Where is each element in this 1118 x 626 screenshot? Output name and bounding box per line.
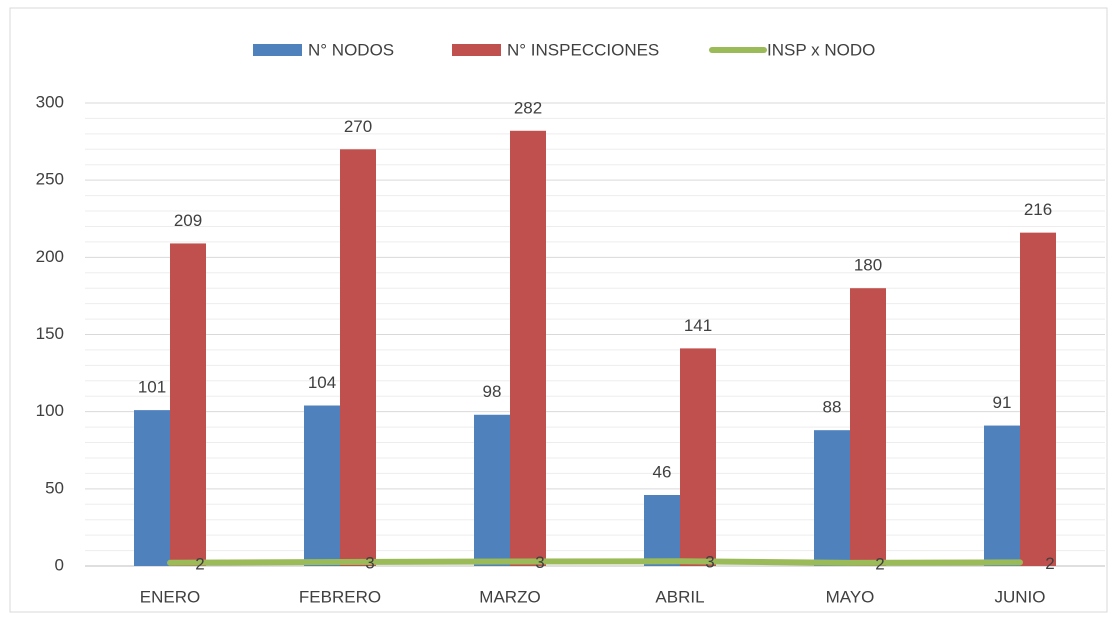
bar <box>134 410 170 566</box>
legend-label: N° INSPECCIONES <box>507 40 659 59</box>
data-label: 180 <box>854 256 882 275</box>
bar <box>984 425 1020 566</box>
legend-label: N° NODOS <box>308 40 394 59</box>
bar <box>1020 232 1056 566</box>
data-label: 2 <box>195 554 204 573</box>
x-tick-label: FEBRERO <box>299 587 381 606</box>
x-tick-label: ABRIL <box>655 587 704 606</box>
bar <box>850 288 886 566</box>
data-label: 101 <box>138 378 166 397</box>
bar <box>814 430 850 566</box>
x-tick-label: MARZO <box>479 587 540 606</box>
data-label: 91 <box>993 393 1012 412</box>
data-label: 2 <box>1045 554 1054 573</box>
legend-swatch <box>253 44 302 56</box>
y-tick-label: 100 <box>36 401 64 420</box>
data-label: 216 <box>1024 200 1052 219</box>
x-tick-label: MAYO <box>826 587 875 606</box>
data-label: 3 <box>365 553 374 572</box>
bar <box>474 414 510 566</box>
data-label: 46 <box>653 462 672 481</box>
data-label: 282 <box>514 98 542 117</box>
line <box>167 558 1023 566</box>
legend-swatch <box>452 44 501 56</box>
data-label: 3 <box>705 553 714 572</box>
y-tick-label: 150 <box>36 324 64 343</box>
x-tick-label: JUNIO <box>995 587 1046 606</box>
y-tick-label: 0 <box>55 555 64 574</box>
y-tick-label: 50 <box>45 478 64 497</box>
y-tick-label: 300 <box>36 92 64 111</box>
data-label: 104 <box>308 373 336 392</box>
data-label: 270 <box>344 117 372 136</box>
data-label: 98 <box>483 382 502 401</box>
bar <box>170 243 206 566</box>
bar <box>304 405 340 566</box>
data-label: 141 <box>684 316 712 335</box>
data-label: 88 <box>823 398 842 417</box>
bar <box>680 348 716 566</box>
data-label: 209 <box>174 211 202 230</box>
legend-label: INSP x NODO <box>767 40 875 59</box>
bar <box>340 149 376 567</box>
bar <box>644 495 680 566</box>
y-tick-label: 200 <box>36 247 64 266</box>
y-tick-label: 250 <box>36 170 64 189</box>
bar <box>510 130 546 566</box>
x-tick-label: ENERO <box>140 587 200 606</box>
data-label: 3 <box>535 553 544 572</box>
data-label: 2 <box>875 554 884 573</box>
